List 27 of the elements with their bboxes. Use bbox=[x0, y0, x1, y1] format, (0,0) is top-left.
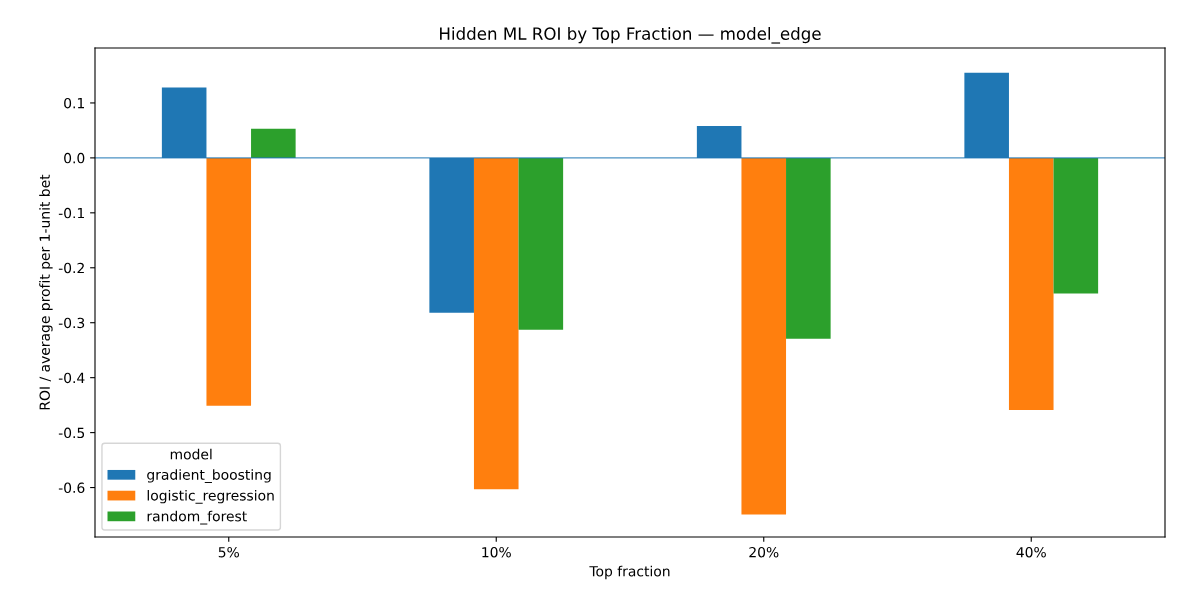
x-tick-label: 40% bbox=[1016, 546, 1046, 558]
legend-label: random_forest bbox=[147, 510, 247, 525]
y-tick-label: -0.1 bbox=[58, 207, 84, 219]
chart-title: Hidden ML ROI by Top Fraction — model_edge bbox=[440, 27, 821, 44]
y-tick-label: -0.4 bbox=[58, 372, 85, 384]
bar bbox=[518, 157, 564, 330]
x-tick-label: 5% bbox=[218, 546, 239, 558]
legend-title: model bbox=[170, 448, 212, 460]
x-tick-label: 20% bbox=[749, 546, 779, 558]
y-tick-label: -0.5 bbox=[58, 427, 85, 439]
y-tick-label: -0.6 bbox=[58, 482, 85, 494]
bar bbox=[786, 157, 831, 339]
x-tick-label: 10% bbox=[482, 546, 511, 558]
bar bbox=[206, 157, 252, 406]
y-tick-label: -0.3 bbox=[58, 317, 85, 329]
bar bbox=[1053, 157, 1099, 294]
x-axis-title: Top fraction bbox=[589, 565, 670, 580]
y-tick-label: -0.2 bbox=[58, 262, 84, 274]
bar bbox=[473, 157, 519, 490]
bar bbox=[251, 128, 296, 158]
bar bbox=[1008, 157, 1054, 411]
y-tick-label: 0.0 bbox=[64, 152, 85, 164]
y-axis-title: ROI / average profit per 1-unit bet bbox=[39, 174, 53, 410]
legend-label: logistic_regression bbox=[147, 489, 274, 504]
y-tick-label: 0.1 bbox=[64, 97, 84, 109]
legend-label: gradient_boosting bbox=[147, 469, 271, 483]
bar bbox=[741, 157, 787, 515]
